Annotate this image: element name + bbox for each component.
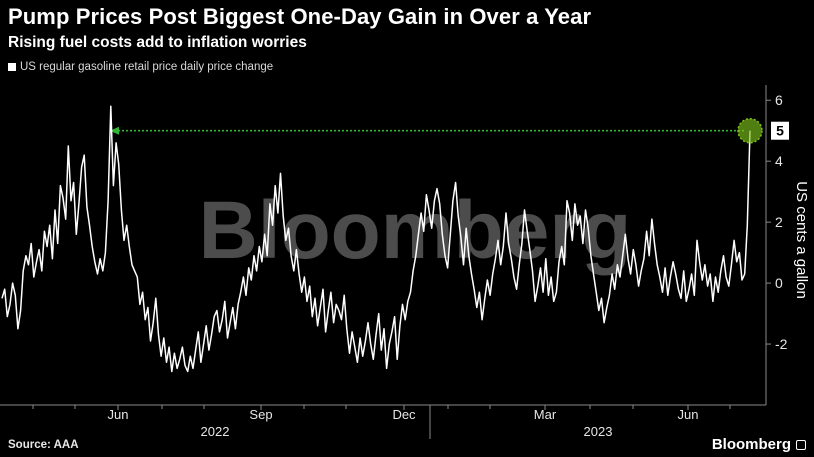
series-line — [1, 105, 751, 373]
value-label: 5 — [776, 123, 784, 139]
value-label-box — [771, 121, 789, 140]
chart-icon — [796, 439, 806, 450]
arrow-head — [110, 126, 119, 135]
x-tick-label: Jun — [678, 407, 699, 422]
y-tick-label: 6 — [775, 92, 783, 108]
x-tick-label: Dec — [392, 407, 416, 422]
x-tick-label: Mar — [534, 407, 557, 422]
y-tick-label: 4 — [775, 153, 783, 169]
legend-swatch — [8, 63, 16, 71]
chart-title: Pump Prices Post Biggest One-Day Gain in… — [8, 4, 592, 29]
x-tick-label: Jun — [108, 407, 129, 422]
x-year-label: 2022 — [201, 424, 230, 439]
highlight-circle — [737, 117, 763, 144]
chart-subtitle: Rising fuel costs add to inflation worri… — [8, 34, 307, 51]
x-tick-label: Sep — [249, 407, 272, 422]
legend: US regular gasoline retail price daily p… — [8, 61, 273, 73]
y-tick-label: 2 — [775, 214, 783, 230]
y-axis-label: US cents a gallon — [793, 181, 810, 299]
y-tick-label: -2 — [775, 336, 788, 352]
x-year-label: 2023 — [584, 424, 613, 439]
legend-label: US regular gasoline retail price daily p… — [20, 61, 274, 73]
brand-logo: Bloomberg — [712, 436, 806, 453]
axes: -2 0 2 4 6 Jun Sep Dec Mar Jun 2022 2023 — [0, 85, 788, 439]
highlight-marker: 5 — [737, 117, 789, 144]
source-note: Source: AAA — [8, 439, 79, 451]
reference-arrow — [110, 126, 744, 135]
y-tick-label: 0 — [775, 275, 783, 291]
brand-text: Bloomberg — [711, 436, 791, 453]
